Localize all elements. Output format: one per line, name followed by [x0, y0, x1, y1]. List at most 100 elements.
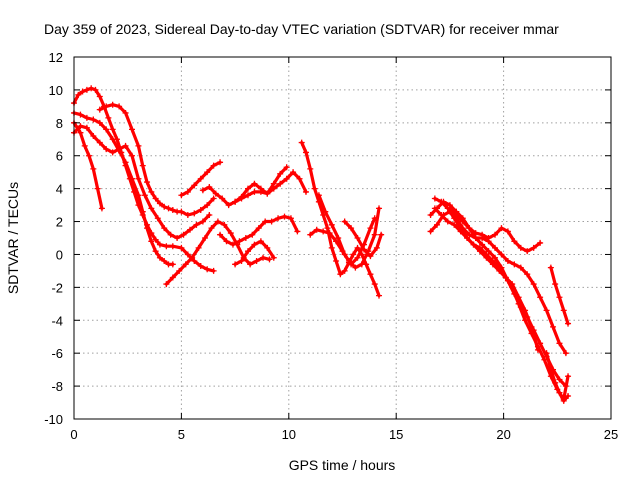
data-point-marker	[315, 192, 322, 199]
data-point-marker	[492, 244, 499, 251]
data-point-marker	[79, 88, 86, 95]
data-point-marker	[522, 307, 529, 314]
data-point-marker	[281, 213, 288, 220]
data-point-marker	[152, 236, 159, 243]
data-point-marker	[354, 254, 361, 261]
series-s14	[315, 192, 378, 268]
data-point-marker	[191, 182, 198, 189]
data-point-marker	[358, 261, 365, 268]
data-point-marker	[311, 185, 318, 192]
data-point-marker	[244, 192, 251, 199]
data-point-marker	[547, 366, 554, 373]
data-point-marker	[483, 251, 490, 258]
data-point-marker	[109, 126, 116, 133]
data-point-marker	[470, 241, 477, 248]
chart-title: Day 359 of 2023, Sidereal Day-to-day VTE…	[44, 21, 559, 37]
data-point-marker	[560, 397, 567, 404]
data-point-marker	[156, 241, 163, 248]
data-point-marker	[376, 292, 383, 299]
series-s11	[232, 238, 277, 268]
y-tick-label: 10	[49, 83, 63, 98]
data-point-marker	[354, 244, 361, 251]
data-point-marker	[169, 274, 176, 281]
data-point-marker	[83, 86, 90, 93]
data-point-marker	[206, 211, 213, 218]
data-point-marker	[135, 175, 142, 182]
data-point-marker	[565, 320, 572, 327]
data-point-marker	[251, 180, 258, 187]
data-point-marker	[255, 225, 262, 232]
data-point-marker	[528, 323, 535, 330]
data-point-marker	[244, 248, 251, 255]
data-point-marker	[290, 169, 297, 176]
series-s21	[543, 350, 572, 404]
data-point-marker	[161, 203, 168, 210]
data-point-marker	[320, 228, 327, 235]
data-point-marker	[313, 226, 320, 233]
data-point-marker	[251, 241, 258, 248]
data-point-marker	[186, 226, 193, 233]
data-point-marker	[498, 251, 505, 258]
data-point-marker	[156, 254, 163, 261]
x-axis-label: GPS time / hours	[289, 457, 396, 473]
data-point-marker	[371, 215, 378, 222]
x-tick-label: 20	[496, 427, 510, 442]
data-point-marker	[223, 238, 230, 245]
data-point-marker	[90, 165, 97, 172]
data-point-marker	[197, 175, 204, 182]
data-point-marker	[537, 294, 544, 301]
data-point-marker	[135, 192, 142, 199]
data-point-marker	[169, 243, 176, 250]
data-point-marker	[141, 192, 148, 199]
data-point-marker	[485, 235, 492, 241]
data-point-marker	[438, 198, 445, 205]
data-point-marker	[556, 389, 563, 396]
data-point-marker	[431, 205, 438, 212]
data-point-marker	[264, 244, 271, 251]
data-point-marker	[504, 228, 511, 235]
data-point-marker	[348, 261, 355, 268]
data-point-marker	[96, 93, 103, 100]
data-point-marker	[341, 267, 348, 274]
data-point-marker	[152, 248, 159, 255]
data-point-marker	[530, 244, 537, 251]
series-line	[72, 124, 211, 240]
data-point-marker	[165, 205, 172, 212]
data-point-marker	[96, 119, 103, 126]
data-point-marker	[210, 162, 217, 169]
data-point-marker	[556, 340, 563, 347]
data-point-marker	[371, 281, 378, 288]
data-point-marker	[275, 215, 282, 222]
data-point-marker	[367, 271, 374, 278]
data-point-marker	[178, 208, 185, 215]
data-point-marker	[543, 307, 550, 314]
series-s3	[71, 109, 176, 268]
series-s18	[427, 208, 569, 357]
data-point-marker	[534, 346, 541, 353]
data-point-marker	[253, 258, 260, 265]
data-point-marker	[182, 261, 189, 268]
data-point-marker	[307, 231, 314, 238]
data-point-marker	[197, 262, 204, 269]
data-point-marker	[169, 207, 176, 214]
x-tick-label: 15	[389, 427, 403, 442]
x-tick-label: 10	[282, 427, 296, 442]
data-point-marker	[161, 225, 168, 232]
series-line	[98, 103, 216, 217]
series-s22	[547, 264, 572, 327]
data-point-marker	[264, 190, 271, 197]
y-axis-label: SDTVAR / TECUs	[5, 182, 21, 294]
data-point-marker	[489, 258, 496, 265]
series-line	[72, 121, 104, 210]
series-line	[308, 206, 381, 270]
data-point-marker	[472, 230, 479, 237]
data-point-marker	[204, 266, 211, 273]
data-point-marker	[244, 185, 251, 192]
data-point-marker	[128, 152, 135, 159]
data-point-marker	[328, 221, 335, 228]
data-point-marker	[148, 238, 155, 245]
data-point-marker	[466, 225, 473, 232]
data-point-marker	[496, 264, 503, 271]
data-point-marker	[139, 208, 146, 215]
